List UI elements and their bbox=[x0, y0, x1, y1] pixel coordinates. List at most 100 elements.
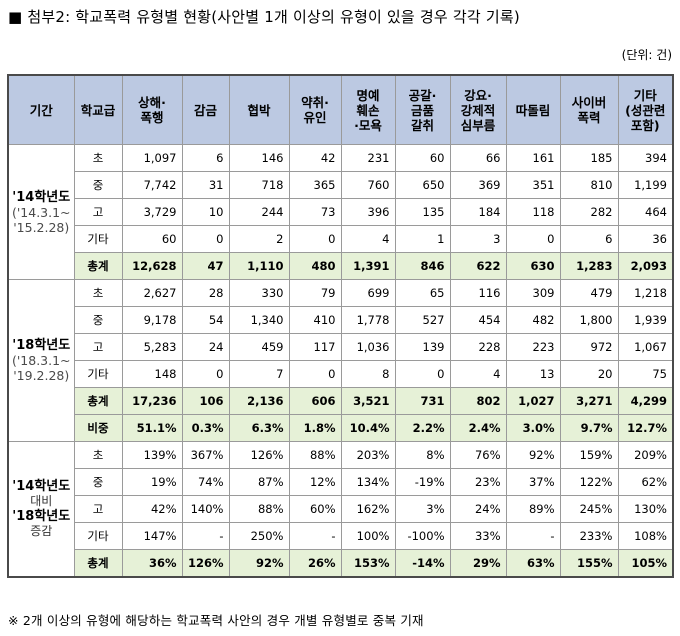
document-title: ■ 첨부2: 학교폭력 유형별 현황(사안별 1개 이상의 유형이 있을 경우 … bbox=[8, 8, 520, 26]
value-cell: 12,628 bbox=[121, 252, 183, 280]
value-cell: 4,299 bbox=[617, 387, 674, 415]
value-cell: 718 bbox=[228, 171, 290, 199]
value-cell: 396 bbox=[340, 198, 396, 226]
value-cell: 116 bbox=[449, 279, 507, 307]
value-cell: 8 bbox=[340, 360, 396, 388]
value-cell: 1,097 bbox=[121, 144, 183, 172]
footnote: ※ 2개 이상의 유형에 해당하는 학교폭력 사안의 경우 개별 유형별로 중복… bbox=[8, 613, 424, 628]
value-cell: 65 bbox=[394, 279, 451, 307]
column-header: 공갈· 금품 갈취 bbox=[394, 74, 451, 145]
column-header-line: 상해· bbox=[138, 95, 166, 110]
value-cell: 250% bbox=[228, 522, 290, 550]
value-cell: 0.3% bbox=[181, 414, 230, 442]
value-cell: 6.3% bbox=[228, 414, 290, 442]
column-header-line: 약취· bbox=[301, 95, 329, 110]
value-cell: 0 bbox=[181, 360, 230, 388]
value-cell: 10.4% bbox=[340, 414, 396, 442]
value-cell: 162% bbox=[340, 495, 396, 523]
value-cell: 23% bbox=[449, 468, 507, 496]
grade-cell: 기타 bbox=[73, 225, 123, 253]
period-cell: '18학년도 ('18.3.1~ '19.2.28) bbox=[7, 279, 75, 442]
value-cell: 126% bbox=[228, 441, 290, 469]
grade-cell: 기타 bbox=[73, 522, 123, 550]
period-line: 대비 bbox=[30, 494, 53, 508]
value-cell: 630 bbox=[505, 252, 561, 280]
column-header-line: 명예 bbox=[356, 87, 380, 103]
period-cell: '14학년도 ('14.3.1~ '15.2.28) bbox=[7, 144, 75, 280]
value-cell: 106 bbox=[181, 387, 230, 415]
value-cell: 1,283 bbox=[559, 252, 619, 280]
value-cell: 19% bbox=[121, 468, 183, 496]
column-header: 학교급 bbox=[73, 74, 123, 145]
value-cell: 1,110 bbox=[228, 252, 290, 280]
value-cell: 148 bbox=[121, 360, 183, 388]
value-cell: 146 bbox=[228, 144, 290, 172]
value-cell: 454 bbox=[449, 306, 507, 334]
value-cell: 3.0% bbox=[505, 414, 561, 442]
value-cell: 369 bbox=[449, 171, 507, 199]
value-cell: 2,093 bbox=[617, 252, 674, 280]
value-cell: 74% bbox=[181, 468, 230, 496]
value-cell: 1,800 bbox=[559, 306, 619, 334]
value-cell: 6 bbox=[181, 144, 230, 172]
value-cell: 60 bbox=[394, 144, 451, 172]
value-cell: 139 bbox=[394, 333, 451, 361]
column-header: 강요· 강제적 심부름 bbox=[449, 74, 507, 145]
value-cell: 223 bbox=[505, 333, 561, 361]
value-cell: 5,283 bbox=[121, 333, 183, 361]
value-cell: 42 bbox=[288, 144, 342, 172]
period-line: '19.2.28) bbox=[13, 368, 70, 383]
column-header-line: 협박 bbox=[247, 102, 271, 118]
table-row: '18학년도 ('18.3.1~ '19.2.28) 초 2,627 28 330 79 699… bbox=[7, 279, 674, 442]
value-cell: 155% bbox=[559, 549, 619, 578]
value-cell: - bbox=[181, 522, 230, 550]
value-cell: 122% bbox=[559, 468, 619, 496]
table-row: 기타 148 0 7 0 8 0 4 13 20 75 bbox=[8, 360, 674, 388]
table-row: 중 19% 74% 87% 12% 134% -19% 23% 37% 122% 62% bbox=[8, 468, 674, 496]
table-row: 고 42% 140% 88% 60% 162% 3% 24% 89% 245% 130% bbox=[8, 495, 674, 523]
unit-label: (단위: 건) bbox=[621, 48, 672, 62]
grade-cell: 총계 bbox=[73, 252, 123, 280]
value-cell: 2,136 bbox=[228, 387, 290, 415]
value-cell: 88% bbox=[228, 495, 290, 523]
value-cell: 159% bbox=[559, 441, 619, 469]
column-header: 기간 bbox=[7, 74, 75, 145]
period-line: ('14.3.1~ bbox=[11, 204, 71, 220]
table-row: 중 7,742 31 718 365 760 650 369 351 810 1,199 bbox=[8, 171, 674, 199]
grade-cell: 총계 bbox=[73, 387, 123, 415]
column-header-line: 훼손 bbox=[356, 102, 380, 118]
value-cell: - bbox=[288, 522, 342, 550]
value-cell: 3,729 bbox=[121, 198, 183, 226]
value-cell: 75 bbox=[617, 360, 674, 388]
column-header-line: 갈취 bbox=[410, 117, 434, 133]
table-row: 기타 147% -250% -100% -100% 33% -233% 108% bbox=[8, 522, 674, 550]
value-cell: 972 bbox=[559, 333, 619, 361]
grade-cell: 고 bbox=[73, 198, 123, 226]
value-cell: 185 bbox=[559, 144, 619, 172]
grade-cell: 기타 bbox=[73, 360, 123, 388]
value-cell: 9,178 bbox=[121, 306, 183, 334]
header-row: 기간 학교급 상해· 폭행 감금 협박 약취· 유인 명예 훼손 ·모욕 공갈· 금품 갈취 강요· 강제적 심… bbox=[7, 74, 674, 145]
value-cell: 2.4% bbox=[449, 414, 507, 442]
value-cell: 6 bbox=[559, 225, 619, 253]
grade-cell: 고 bbox=[73, 333, 123, 361]
column-header: 기타 (성관련 포함) bbox=[617, 74, 674, 145]
value-cell: 147% bbox=[121, 522, 183, 550]
period-line: '14학년도 bbox=[12, 189, 71, 205]
value-cell: -19% bbox=[394, 468, 451, 496]
value-cell: 527 bbox=[394, 306, 451, 334]
value-cell: 130% bbox=[617, 495, 674, 523]
value-cell: 233% bbox=[559, 522, 619, 550]
period-line: '14학년도 bbox=[12, 479, 71, 494]
value-cell: 135 bbox=[394, 198, 451, 226]
column-header: 감금 bbox=[181, 74, 230, 145]
value-cell: 153% bbox=[340, 549, 396, 578]
value-cell: 244 bbox=[228, 198, 290, 226]
value-cell: 10 bbox=[181, 198, 230, 226]
column-header: 약취· 유인 bbox=[288, 74, 342, 145]
value-cell: 699 bbox=[340, 279, 396, 307]
value-cell: 731 bbox=[394, 387, 451, 415]
value-cell: 365 bbox=[288, 171, 342, 199]
table-row: 고 3,729 10 244 73 396 135 184 118 282 464 bbox=[8, 198, 674, 226]
table-row: 총계 17,236 106 2,136 606 3,521 731 802 1,027 3,271… bbox=[8, 387, 674, 415]
